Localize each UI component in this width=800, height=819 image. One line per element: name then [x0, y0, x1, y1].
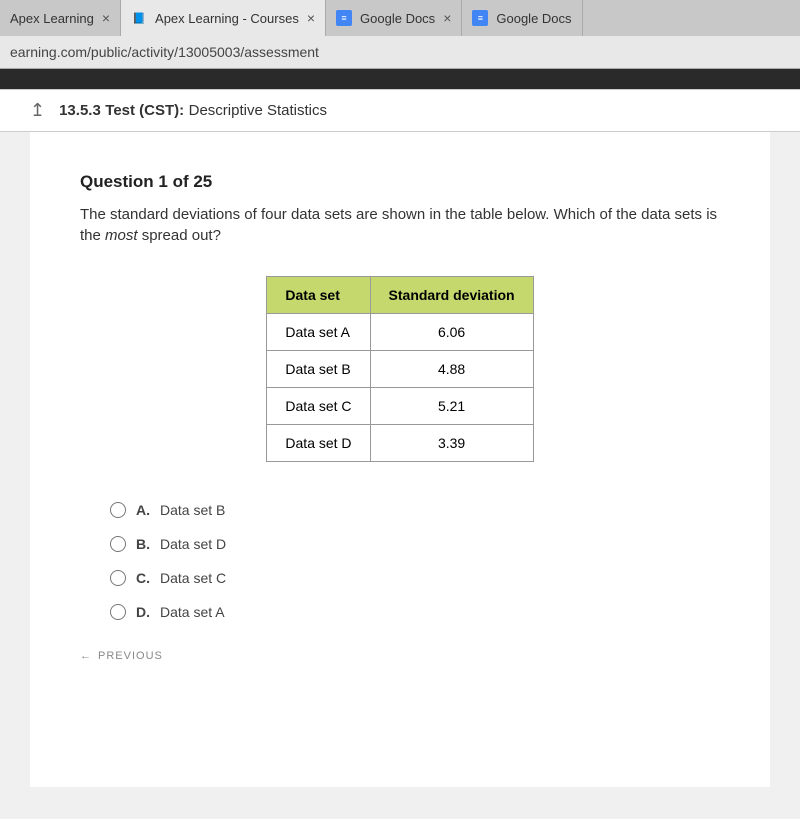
question-text-emphasis: most: [105, 227, 138, 244]
tab-label: Apex Learning - Courses: [155, 11, 299, 26]
tab-bar: Apex Learning × 📘 Apex Learning - Course…: [0, 0, 800, 36]
answer-options: A. Data set B B. Data set D C. Data set …: [110, 502, 720, 620]
option-letter: C.: [136, 570, 150, 586]
radio-input[interactable]: [110, 570, 126, 586]
table-cell: Data set B: [267, 351, 370, 388]
test-number: 13.5.3: [59, 102, 101, 119]
table-cell: 5.21: [370, 388, 533, 425]
question-text: The standard deviations of four data set…: [80, 204, 720, 246]
table-cell: 3.39: [370, 425, 533, 462]
browser-tab[interactable]: Apex Learning ×: [0, 0, 121, 36]
answer-option[interactable]: D. Data set A: [110, 604, 720, 620]
radio-input[interactable]: [110, 502, 126, 518]
table-header-row: Data set Standard deviation: [267, 277, 533, 314]
question-heading: Question 1 of 25: [80, 172, 720, 192]
close-icon[interactable]: ×: [307, 10, 315, 26]
option-text: Data set B: [160, 502, 225, 518]
answer-option[interactable]: A. Data set B: [110, 502, 720, 518]
answer-option[interactable]: B. Data set D: [110, 536, 720, 552]
tab-label: Google Docs: [360, 11, 435, 26]
radio-input[interactable]: [110, 536, 126, 552]
tab-favicon-icon: 📘: [131, 10, 147, 26]
table-cell: Data set D: [267, 425, 370, 462]
tab-label: Apex Learning: [10, 11, 94, 26]
test-type: Test (CST):: [105, 102, 184, 119]
close-icon[interactable]: ×: [102, 10, 110, 26]
browser-chrome: Apex Learning × 📘 Apex Learning - Course…: [0, 0, 800, 69]
table-cell: 4.88: [370, 351, 533, 388]
table-cell: 6.06: [370, 314, 533, 351]
option-letter: D.: [136, 604, 150, 620]
address-bar[interactable]: earning.com/public/activity/13005003/ass…: [0, 36, 800, 68]
table-header-cell: Data set: [267, 277, 370, 314]
url-text: earning.com/public/activity/13005003/ass…: [10, 44, 319, 60]
option-text: Data set C: [160, 570, 226, 586]
gdocs-favicon-icon: ≡: [336, 10, 352, 26]
browser-tab[interactable]: ≡ Google Docs ×: [326, 0, 462, 36]
table-header-cell: Standard deviation: [370, 277, 533, 314]
gdocs-favicon-icon: ≡: [472, 10, 488, 26]
browser-tab[interactable]: ≡ Google Docs: [462, 0, 582, 36]
option-letter: B.: [136, 536, 150, 552]
back-arrow-icon[interactable]: ↥: [30, 100, 45, 121]
table-row: Data set D 3.39: [267, 425, 533, 462]
test-title: Descriptive Statistics: [189, 102, 327, 119]
close-icon[interactable]: ×: [443, 10, 451, 26]
option-text: Data set D: [160, 536, 226, 552]
browser-tab[interactable]: 📘 Apex Learning - Courses ×: [121, 0, 326, 36]
table-cell: Data set C: [267, 388, 370, 425]
data-table: Data set Standard deviation Data set A 6…: [266, 276, 533, 462]
tab-label: Google Docs: [496, 11, 571, 26]
table-row: Data set A 6.06: [267, 314, 533, 351]
previous-label: PREVIOUS: [98, 650, 163, 662]
page-content: ↥ 13.5.3 Test (CST): Descriptive Statist…: [0, 89, 800, 819]
test-header-bar: ↥ 13.5.3 Test (CST): Descriptive Statist…: [0, 89, 800, 132]
option-letter: A.: [136, 502, 150, 518]
option-text: Data set A: [160, 604, 225, 620]
question-text-part: spread out?: [138, 227, 221, 244]
table-row: Data set C 5.21: [267, 388, 533, 425]
previous-button[interactable]: ← PREVIOUS: [80, 650, 720, 662]
radio-input[interactable]: [110, 604, 126, 620]
arrow-left-icon: ←: [80, 650, 92, 662]
table-cell: Data set A: [267, 314, 370, 351]
table-row: Data set B 4.88: [267, 351, 533, 388]
answer-option[interactable]: C. Data set C: [110, 570, 720, 586]
question-card: Question 1 of 25 The standard deviations…: [30, 132, 770, 787]
